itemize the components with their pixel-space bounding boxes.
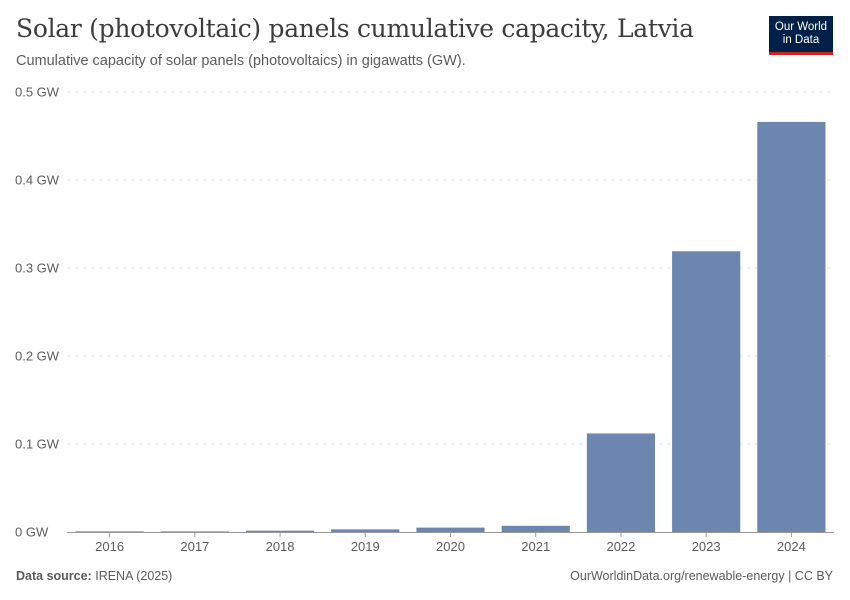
bar-chart: 0 GW 0.1 GW 0.2 GW 0.3 GW 0.4 GW 0.5 GW 2016 20… [15, 85, 834, 554]
data-source: Data source: IRENA (2025) [16, 569, 172, 583]
x-tick-label: 2020 [436, 539, 465, 554]
x-tick-label: 2024 [777, 539, 806, 554]
bar-2018 [245, 530, 315, 532]
bar-2016 [75, 531, 144, 533]
x-tick-label: 2023 [692, 539, 721, 554]
x-tick-label: 2016 [95, 539, 124, 554]
logo-line-1: Our World [774, 21, 828, 33]
bar-2022 [586, 433, 656, 532]
bar-2023 [672, 251, 741, 532]
x-tick-label: 2018 [266, 539, 295, 554]
footer-url[interactable]: OurWorldinData.org/renewable-energy | CC… [570, 569, 833, 583]
bar-2024 [757, 121, 826, 533]
y-tick-label: 0.5 GW [15, 85, 60, 100]
bar-2021 [501, 525, 570, 532]
data-source-link[interactable]: IRENA (2025) [95, 569, 173, 583]
x-tick-label: 2019 [351, 539, 380, 554]
y-tick-label: 0.4 GW [15, 173, 60, 188]
y-tick-label: 0.2 GW [15, 349, 60, 364]
bar-2020 [416, 527, 485, 532]
x-tick-label: 2022 [606, 539, 635, 554]
data-source-label: Data source: [16, 569, 92, 583]
owid-logo[interactable]: Our World in Data [769, 16, 833, 55]
x-tick-label: 2017 [180, 539, 209, 554]
y-tick-label: 0.3 GW [15, 261, 60, 276]
bar-2019 [331, 529, 400, 532]
chart-subtitle: Cumulative capacity of solar panels (pho… [16, 53, 466, 69]
y-tick-label: 0.1 GW [15, 437, 60, 452]
x-tick-label: 2021 [521, 539, 550, 554]
bar-2017 [160, 531, 229, 533]
chart-title: Solar (photovoltaic) panels cumulative c… [16, 14, 694, 43]
logo-line-2: in Data [782, 34, 820, 46]
y-tick-label: 0 GW [15, 525, 49, 540]
